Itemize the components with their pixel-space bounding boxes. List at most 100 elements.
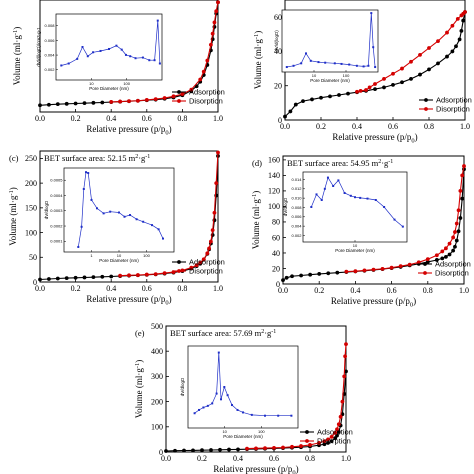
y-tick-label: 300 bbox=[151, 372, 163, 381]
y-tick-label: 120 bbox=[268, 187, 280, 196]
inset-frame bbox=[187, 345, 299, 429]
data-point-disorption bbox=[329, 434, 334, 439]
x-tick-label: 0.0 bbox=[35, 284, 45, 293]
x-tick-label: 0.0 bbox=[278, 286, 288, 295]
chart-panel-e: 0.0 0.2 0.4 0.6 0.8 1.0 0 100 200 300 400 500 Relati… bbox=[134, 322, 353, 474]
x-axis-label: Relative pressure (p/p0) bbox=[86, 124, 171, 137]
data-point-disorption bbox=[201, 257, 206, 262]
inset-x-tick-label: 1 bbox=[90, 253, 93, 258]
data-point-adsorption bbox=[335, 433, 339, 438]
data-point-disorption bbox=[127, 99, 131, 104]
data-point-adsorption bbox=[288, 109, 293, 114]
data-point-disorption bbox=[136, 273, 140, 277]
chart-panel-b: 0.0 0.2 0.4 0.6 0.8 1.0 60 40 20 0 Relative pressu… bbox=[253, 0, 472, 145]
inset-data-point bbox=[96, 207, 98, 210]
inset-y-axis-label: dV/dlogD bbox=[283, 197, 288, 216]
data-point-disorption bbox=[427, 46, 431, 50]
data-point-adsorption bbox=[301, 99, 305, 104]
data-point-disorption bbox=[245, 446, 249, 451]
data-point-disorption bbox=[434, 253, 439, 258]
chart-panel-c: 0.0 0.2 0.4 0.6 0.8 1.0 0 50 100 150 200 250 Relativ… bbox=[8, 150, 225, 307]
data-point-disorption bbox=[344, 269, 349, 274]
data-point-disorption bbox=[272, 445, 276, 450]
inset-data-point bbox=[320, 199, 323, 201]
data-point-disorption bbox=[344, 342, 348, 347]
data-point-disorption bbox=[460, 173, 465, 178]
data-point-adsorption bbox=[418, 72, 422, 77]
data-point-disorption bbox=[364, 88, 368, 92]
inset-data-point bbox=[374, 66, 377, 69]
inset-data-point bbox=[367, 64, 370, 67]
data-point-disorption bbox=[459, 13, 464, 18]
data-point-disorption bbox=[210, 228, 215, 232]
inset-x-tick-label: 100 bbox=[123, 81, 130, 86]
inset-data-point bbox=[134, 57, 137, 60]
inset-x-tick-label: 10 bbox=[312, 73, 317, 78]
data-point-disorption bbox=[453, 230, 457, 234]
data-point-adsorption bbox=[310, 97, 314, 102]
data-point-adsorption bbox=[451, 248, 456, 253]
data-point-adsorption bbox=[337, 93, 341, 97]
y-tick-label: 150 bbox=[25, 204, 37, 213]
x-axis-label: Relative pressure (p/p0) bbox=[86, 294, 171, 307]
data-point-adsorption bbox=[283, 114, 287, 119]
data-point-disorption bbox=[440, 249, 445, 254]
data-point-disorption bbox=[205, 251, 210, 256]
x-tick-label: 1.0 bbox=[459, 286, 469, 295]
data-point-disorption bbox=[373, 82, 377, 86]
x-tick-label: 0.4 bbox=[106, 284, 116, 293]
legend-marker bbox=[305, 430, 309, 434]
data-point-adsorption bbox=[391, 82, 395, 87]
data-point-disorption bbox=[216, 150, 220, 155]
inset-data-point bbox=[87, 172, 90, 175]
inset-data-point bbox=[153, 59, 156, 62]
inset-series-line bbox=[286, 13, 376, 68]
inset-y-tick-label: 0.0005 bbox=[50, 178, 63, 183]
x-tick-label: 0.8 bbox=[424, 122, 434, 131]
data-point-adsorption bbox=[461, 18, 466, 23]
inset-data-point bbox=[372, 46, 375, 49]
data-point-disorption bbox=[416, 260, 421, 265]
data-point-adsorption bbox=[346, 91, 350, 96]
data-point-adsorption bbox=[164, 449, 168, 453]
data-point-disorption bbox=[436, 39, 440, 44]
inset-x-tick-label: 10 bbox=[222, 429, 227, 434]
data-point-disorption bbox=[205, 58, 210, 63]
data-point-disorption bbox=[127, 273, 131, 278]
inset-data-point bbox=[60, 64, 63, 67]
data-point-adsorption bbox=[450, 49, 455, 54]
data-point-disorption bbox=[210, 31, 215, 36]
inset-data-point bbox=[309, 59, 312, 62]
inset-data-point bbox=[333, 62, 336, 65]
y-tick-label: 160 bbox=[268, 156, 280, 165]
inset-data-point bbox=[129, 214, 131, 217]
data-point-disorption bbox=[322, 439, 327, 444]
data-point-disorption bbox=[455, 16, 460, 21]
inset-data-point bbox=[359, 196, 362, 199]
x-tick-label: 0.6 bbox=[142, 284, 152, 293]
inset-data-point bbox=[198, 408, 200, 411]
data-point-disorption bbox=[353, 269, 358, 274]
data-point-disorption bbox=[198, 77, 203, 82]
data-point-disorption bbox=[418, 52, 422, 57]
data-point-disorption bbox=[254, 446, 258, 451]
data-point-disorption bbox=[201, 69, 206, 74]
data-point-disorption bbox=[198, 260, 203, 265]
y-tick-label: 60 bbox=[272, 233, 280, 242]
inset-data-point bbox=[349, 194, 352, 197]
legend-marker bbox=[424, 98, 428, 102]
x-tick-label: 0.8 bbox=[177, 114, 187, 123]
data-point-adsorption bbox=[293, 102, 298, 107]
y-axis-label: Volume (ml·g-1) bbox=[134, 360, 144, 419]
data-point-adsorption bbox=[458, 216, 463, 220]
inset-y-tick-label: 0.002 bbox=[291, 233, 302, 238]
data-point-adsorption bbox=[173, 448, 177, 453]
panel-label: (e) bbox=[135, 328, 145, 338]
data-point-disorption bbox=[118, 99, 122, 104]
y-tick-label: 100 bbox=[268, 202, 280, 211]
data-point-disorption bbox=[153, 272, 158, 276]
data-point-adsorption bbox=[64, 276, 69, 281]
x-tick-label: 0.6 bbox=[388, 122, 398, 131]
inset-data-point bbox=[332, 185, 335, 187]
inset-data-point bbox=[90, 198, 93, 201]
